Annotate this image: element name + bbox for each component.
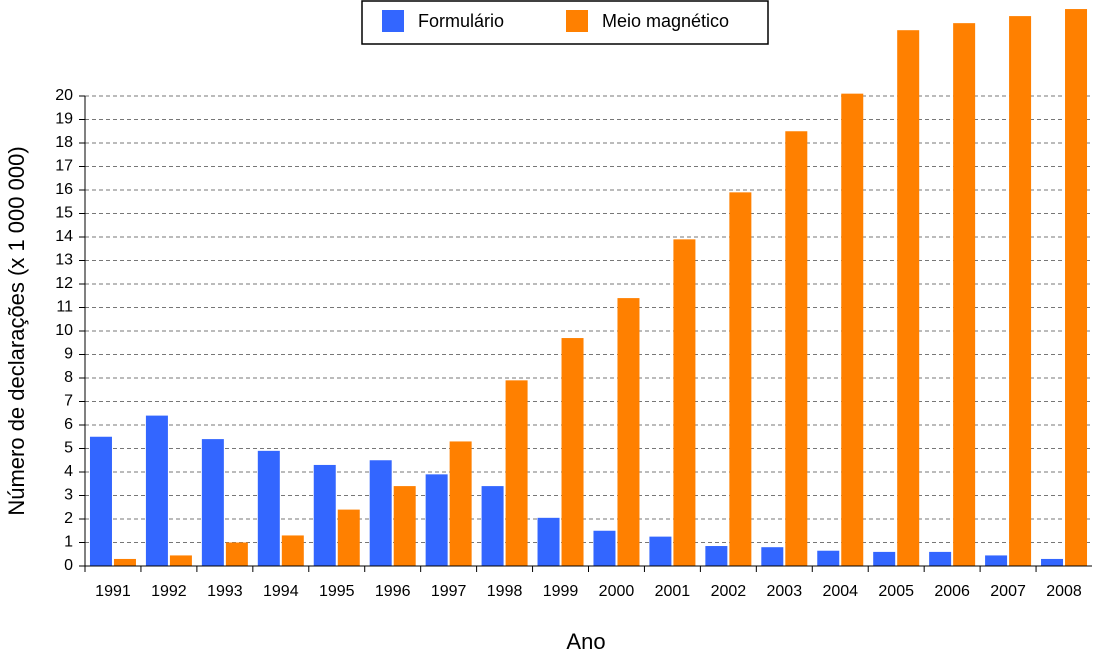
- bar: [1041, 558, 1064, 566]
- bar: [561, 338, 584, 566]
- bar: [873, 551, 896, 566]
- x-tick-label: 1993: [207, 583, 243, 600]
- bar: [617, 298, 640, 566]
- bar: [985, 555, 1008, 566]
- x-tick-label: 2007: [990, 583, 1026, 600]
- y-tick-label: 11: [56, 299, 73, 316]
- bar: [393, 486, 416, 566]
- x-tick-label: 1999: [543, 583, 579, 600]
- legend-swatch: [382, 10, 404, 32]
- x-tick-label: 1992: [151, 583, 187, 600]
- x-tick-label: 1996: [375, 583, 411, 600]
- y-tick-label: 13: [55, 252, 73, 269]
- x-tick-label: 1998: [487, 583, 523, 600]
- bar: [369, 460, 392, 566]
- y-tick-label: 10: [55, 322, 73, 339]
- x-axis-title: Ano: [566, 629, 605, 654]
- y-tick-label: 12: [55, 275, 73, 292]
- x-tick-label: 2000: [599, 583, 635, 600]
- bar: [1009, 16, 1032, 567]
- bar: [817, 550, 840, 566]
- y-tick-label: 5: [64, 440, 73, 457]
- y-tick-label: 14: [55, 228, 73, 245]
- bar: [649, 536, 672, 566]
- bar: [425, 474, 448, 566]
- bar: [89, 436, 112, 566]
- bar: [281, 535, 304, 566]
- bar: [337, 509, 360, 566]
- y-tick-label: 8: [64, 369, 73, 386]
- bar: [729, 192, 752, 566]
- y-tick-label: 2: [64, 510, 73, 527]
- x-tick-label: 1991: [95, 583, 131, 600]
- y-tick-label: 19: [55, 111, 73, 128]
- x-tick-label: 2001: [655, 583, 691, 600]
- x-tick-label: 2008: [1046, 583, 1082, 600]
- x-tick-label: 2005: [878, 583, 914, 600]
- bar: [201, 439, 224, 566]
- x-tick-label: 2003: [767, 583, 803, 600]
- y-tick-label: 3: [64, 487, 73, 504]
- y-tick-label: 7: [64, 393, 73, 410]
- y-tick-label: 20: [55, 87, 73, 104]
- bar: [785, 131, 808, 566]
- y-axis-title: Número de declarações (x 1 000 000): [4, 146, 29, 515]
- bar: [313, 464, 336, 566]
- x-tick-label: 1995: [319, 583, 355, 600]
- y-tick-label: 1: [64, 534, 73, 551]
- y-tick-label: 6: [64, 416, 73, 433]
- bar: [761, 547, 784, 566]
- x-tick-label: 2006: [934, 583, 970, 600]
- y-tick-label: 4: [64, 463, 73, 480]
- bar: [705, 546, 728, 566]
- y-tick-label: 15: [55, 205, 73, 222]
- bar: [953, 23, 976, 566]
- bar: [841, 93, 864, 567]
- bar: [257, 450, 280, 566]
- bar: [449, 441, 472, 566]
- bar: [537, 517, 560, 566]
- bar: [673, 239, 696, 566]
- bar: [505, 380, 528, 566]
- y-tick-label: 17: [55, 158, 73, 175]
- bar: [169, 555, 192, 566]
- bar: [897, 30, 920, 566]
- bar: [929, 551, 952, 566]
- legend-label: Meio magnético: [602, 11, 729, 31]
- bar: [225, 542, 248, 566]
- bar: [481, 486, 504, 566]
- y-tick-label: 0: [64, 557, 73, 574]
- y-tick-label: 16: [55, 181, 73, 198]
- legend-label: Formulário: [418, 11, 504, 31]
- x-tick-label: 1994: [263, 583, 299, 600]
- bar: [593, 530, 616, 566]
- y-tick-label: 9: [64, 346, 73, 363]
- bar: [145, 415, 168, 566]
- x-tick-label: 1997: [431, 583, 467, 600]
- y-tick-label: 18: [55, 134, 73, 151]
- x-tick-label: 2004: [822, 583, 858, 600]
- x-tick-label: 2002: [711, 583, 747, 600]
- legend-swatch: [566, 10, 588, 32]
- bar: [113, 558, 136, 566]
- legend-box: [361, 0, 769, 45]
- bar: [1065, 9, 1088, 567]
